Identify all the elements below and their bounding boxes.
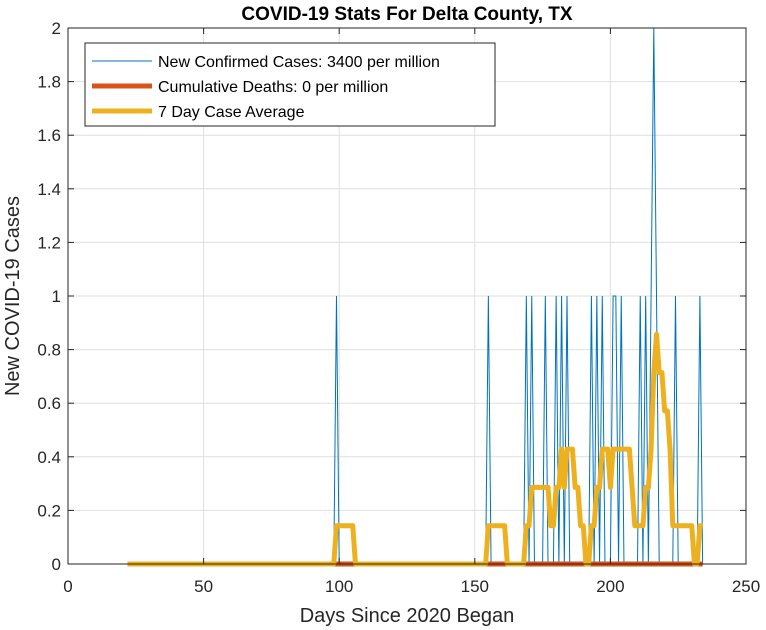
- x-tick-label: 250: [732, 577, 760, 596]
- y-tick-label: 2: [52, 19, 61, 38]
- y-tick-label: 0.4: [37, 448, 61, 467]
- x-tick-label: 0: [63, 577, 72, 596]
- y-tick-label: 1.8: [37, 73, 61, 92]
- axis-ticks: 0 50 100 150 200 250 0 0.2 0.4 0.6 0.8 1 1.2 1.4 1.6 1.…: [37, 19, 760, 596]
- legend-label-deaths: Cumulative Deaths: 0 per million: [158, 79, 388, 96]
- legend: New Confirmed Cases: 3400 per million Cu…: [84, 42, 496, 127]
- y-tick-label: 1: [52, 287, 61, 306]
- y-axis-title: New COVID-19 Cases: [2, 196, 24, 396]
- x-tick-label: 150: [461, 577, 489, 596]
- x-tick-label: 200: [596, 577, 624, 596]
- legend-label-7day-average: 7 Day Case Average: [158, 104, 305, 121]
- x-tick-label: 100: [325, 577, 353, 596]
- x-tick-label: 50: [194, 577, 213, 596]
- legend-box: [84, 42, 496, 127]
- y-tick-label: 0: [52, 555, 61, 574]
- x-axis-title: Days Since 2020 Began: [300, 605, 515, 627]
- y-tick-label: 0.2: [37, 501, 61, 520]
- y-tick-label: 0.6: [37, 394, 61, 413]
- chart-title: COVID-19 Stats For Delta County, TX: [241, 4, 572, 25]
- y-tick-label: 0.8: [37, 341, 61, 360]
- y-tick-label: 1.6: [37, 126, 61, 145]
- legend-label-new-cases: New Confirmed Cases: 3400 per million: [158, 54, 440, 71]
- y-tick-label: 1.4: [37, 180, 61, 199]
- y-tick-label: 1.2: [37, 233, 61, 252]
